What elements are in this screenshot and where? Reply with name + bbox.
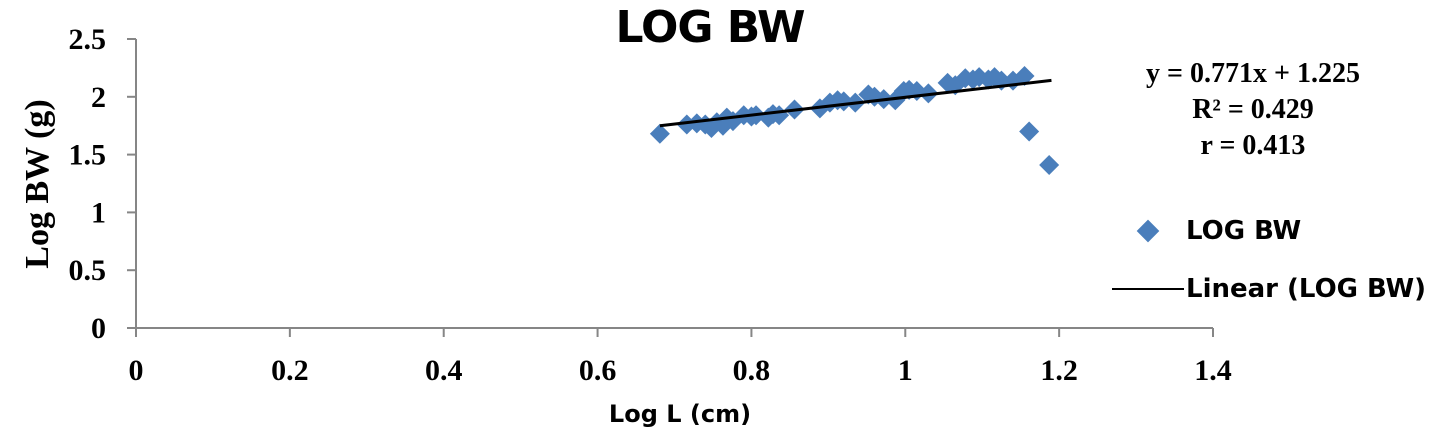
r-squared-text: R² = 0.429 — [1192, 94, 1314, 125]
legend-label-linear: Linear (LOG BW) — [1186, 274, 1427, 304]
data-point — [649, 123, 670, 144]
x-tick-label: 0.4 — [425, 354, 463, 387]
legend-item-linear: Linear (LOG BW) — [1112, 270, 1446, 308]
y-tick-label: 1 — [91, 196, 106, 229]
trendline — [659, 78, 1052, 128]
x-tick-label: 0.8 — [733, 354, 771, 387]
trendline-path — [659, 78, 1052, 128]
line-marker-icon — [1112, 288, 1184, 290]
axes: 0 0.2 0.4 0.6 0.8 1 1.2 1.4 0 0.5 1 1.5 2 2.5 — [69, 23, 1232, 387]
x-tick-label: 1.4 — [1194, 354, 1232, 387]
data-point — [1019, 121, 1040, 142]
legend: LOG BW Linear (LOG BW) — [1112, 212, 1446, 328]
diamond-marker-icon — [1136, 219, 1160, 243]
data-point — [1039, 155, 1060, 176]
trendline-equation-block: y = 0.771x + 1.225 R² = 0.429 r = 0.413 — [1108, 56, 1398, 164]
y-tick-label: 0 — [91, 312, 106, 345]
y-tick-label: 2 — [91, 81, 106, 114]
r-text: r = 0.413 — [1200, 130, 1306, 161]
x-tick-label: 0.2 — [271, 354, 309, 387]
legend-item-scatter: LOG BW — [1112, 212, 1446, 250]
x-tick-label: 1 — [898, 354, 913, 387]
equation-text: y = 0.771x + 1.225 — [1146, 58, 1360, 89]
y-tick-label: 1.5 — [69, 139, 107, 172]
y-tick-label: 0.5 — [69, 254, 107, 287]
y-tick-label: 2.5 — [69, 23, 107, 56]
x-axis-label: Log L (cm) — [608, 400, 752, 428]
x-tick-label: 0 — [129, 354, 144, 387]
data-point — [1014, 65, 1035, 86]
legend-label-scatter: LOG BW — [1186, 216, 1302, 246]
x-tick-label: 0.6 — [579, 354, 617, 387]
x-tick-label: 1.2 — [1040, 354, 1078, 387]
chart-title: LOG BW — [615, 2, 806, 53]
